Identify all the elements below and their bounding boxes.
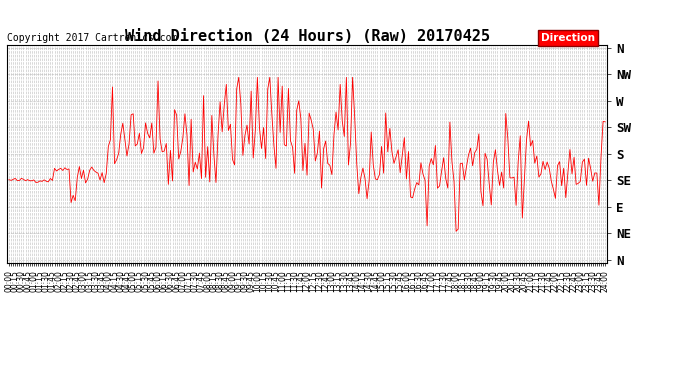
Text: Direction: Direction	[541, 33, 595, 43]
Title: Wind Direction (24 Hours) (Raw) 20170425: Wind Direction (24 Hours) (Raw) 20170425	[125, 29, 489, 44]
Text: Copyright 2017 Cartronics.com: Copyright 2017 Cartronics.com	[7, 33, 177, 43]
